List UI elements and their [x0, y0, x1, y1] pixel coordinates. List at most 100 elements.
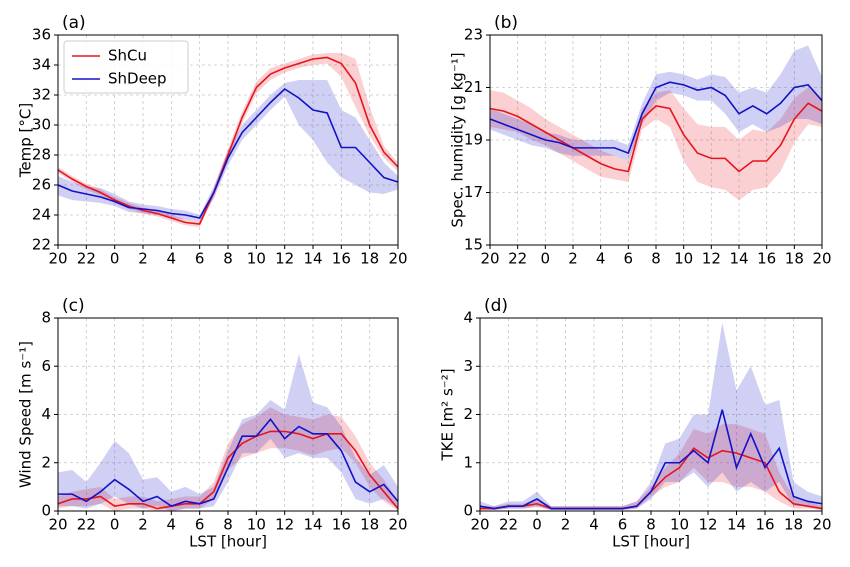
x-tick-label: 12 — [698, 516, 717, 534]
x-tick-label: 10 — [247, 516, 266, 534]
y-tick-label: 24 — [32, 206, 51, 224]
x-tick-label: 10 — [670, 516, 689, 534]
y-tick-label: 2 — [41, 453, 51, 471]
y-axis-label: TKE [m² s⁻²] — [439, 368, 457, 461]
series-line — [489, 102, 823, 173]
x-tick-label: 2 — [138, 250, 148, 268]
x-tick-label: 18 — [784, 516, 803, 534]
y-tick-label: 4 — [463, 309, 473, 327]
x-tick-label: 12 — [702, 250, 721, 268]
x-tick-label: 20 — [812, 250, 831, 268]
plot-frame — [57, 34, 399, 246]
x-tick-label: 20 — [480, 250, 499, 268]
x-tick-label: 4 — [596, 250, 606, 268]
x-tick-label: 12 — [275, 250, 294, 268]
x-tick-label: 16 — [332, 516, 351, 534]
series-line — [57, 56, 399, 225]
panel-label: (c) — [62, 296, 85, 316]
y-tick-label: 4 — [41, 405, 51, 423]
y-tick-label: 22 — [32, 236, 51, 254]
uncertainty-band — [58, 354, 398, 511]
x-tick-label: 0 — [532, 516, 542, 534]
plot-frame — [57, 317, 399, 512]
x-tick-label: 20 — [388, 250, 407, 268]
x-tick-label: 14 — [729, 250, 748, 268]
legend-label: ShDeep — [108, 70, 167, 88]
y-axis-label: Temp [°C] — [17, 103, 35, 178]
x-tick-label: 10 — [674, 250, 693, 268]
y-tick-label: 0 — [41, 502, 51, 520]
y-tick-label: 17 — [464, 183, 483, 201]
series-line — [479, 409, 823, 510]
x-tick-label: 8 — [223, 516, 233, 534]
y-tick-label: 26 — [32, 176, 51, 194]
x-tick-label: 16 — [332, 250, 351, 268]
x-axis-label: LST [hour] — [189, 533, 267, 551]
y-tick-label: 36 — [32, 26, 51, 44]
y-tick-label: 6 — [41, 357, 51, 375]
y-tick-label: 28 — [32, 146, 51, 164]
x-tick-label: 10 — [247, 250, 266, 268]
y-tick-label: 34 — [32, 56, 51, 74]
x-tick-label: 22 — [77, 250, 96, 268]
x-tick-label: 20 — [812, 516, 831, 534]
y-tick-label: 21 — [464, 78, 483, 96]
uncertainty-band — [480, 322, 822, 511]
y-axis-label: Wind Speed [m s⁻¹] — [17, 341, 35, 488]
series-line — [57, 430, 399, 510]
x-tick-label: 20 — [48, 516, 67, 534]
x-tick-label: 22 — [77, 516, 96, 534]
x-tick-label: 22 — [499, 516, 518, 534]
x-tick-label: 16 — [755, 516, 774, 534]
x-tick-label: 12 — [275, 516, 294, 534]
x-tick-label: 0 — [110, 516, 120, 534]
panel-label: (b) — [494, 13, 518, 33]
series-line — [489, 81, 823, 155]
x-tick-label: 14 — [303, 516, 322, 534]
x-tick-label: 14 — [727, 516, 746, 534]
uncertainty-band — [490, 45, 822, 161]
x-tick-label: 6 — [624, 250, 634, 268]
x-tick-label: 18 — [785, 250, 804, 268]
x-tick-label: 20 — [470, 516, 489, 534]
x-tick-label: 2 — [561, 516, 571, 534]
x-tick-label: 2 — [568, 250, 578, 268]
plot-frame — [479, 317, 823, 512]
x-tick-label: 0 — [110, 250, 120, 268]
y-tick-label: 23 — [464, 26, 483, 44]
x-tick-label: 2 — [138, 516, 148, 534]
x-tick-label: 8 — [651, 250, 661, 268]
panel-label: (a) — [62, 13, 86, 33]
x-tick-label: 4 — [167, 250, 177, 268]
y-tick-label: 0 — [463, 502, 473, 520]
panel-label: (d) — [484, 296, 508, 316]
x-tick-label: 20 — [48, 250, 67, 268]
x-axis-label: LST [hour] — [612, 533, 690, 551]
legend-label: ShCu — [108, 47, 147, 65]
uncertainty-band — [58, 80, 398, 221]
y-tick-label: 2 — [463, 405, 473, 423]
y-tick-label: 8 — [41, 309, 51, 327]
x-tick-label: 6 — [618, 516, 628, 534]
x-tick-label: 14 — [303, 250, 322, 268]
y-tick-label: 30 — [32, 116, 51, 134]
x-tick-label: 4 — [589, 516, 599, 534]
x-tick-label: 0 — [541, 250, 551, 268]
series-line — [57, 87, 399, 219]
legend-box — [63, 40, 189, 94]
y-tick-label: 3 — [463, 357, 473, 375]
y-tick-label: 32 — [32, 86, 51, 104]
y-tick-label: 19 — [464, 131, 483, 149]
uncertainty-band — [480, 424, 822, 511]
x-tick-label: 22 — [508, 250, 527, 268]
x-tick-label: 8 — [223, 250, 233, 268]
x-tick-label: 6 — [195, 250, 205, 268]
x-tick-label: 4 — [167, 516, 177, 534]
x-tick-label: 6 — [195, 516, 205, 534]
x-tick-label: 18 — [360, 250, 379, 268]
y-tick-label: 15 — [464, 236, 483, 254]
y-tick-label: 1 — [463, 453, 473, 471]
plot-frame — [489, 34, 823, 246]
series-line — [58, 418, 399, 508]
